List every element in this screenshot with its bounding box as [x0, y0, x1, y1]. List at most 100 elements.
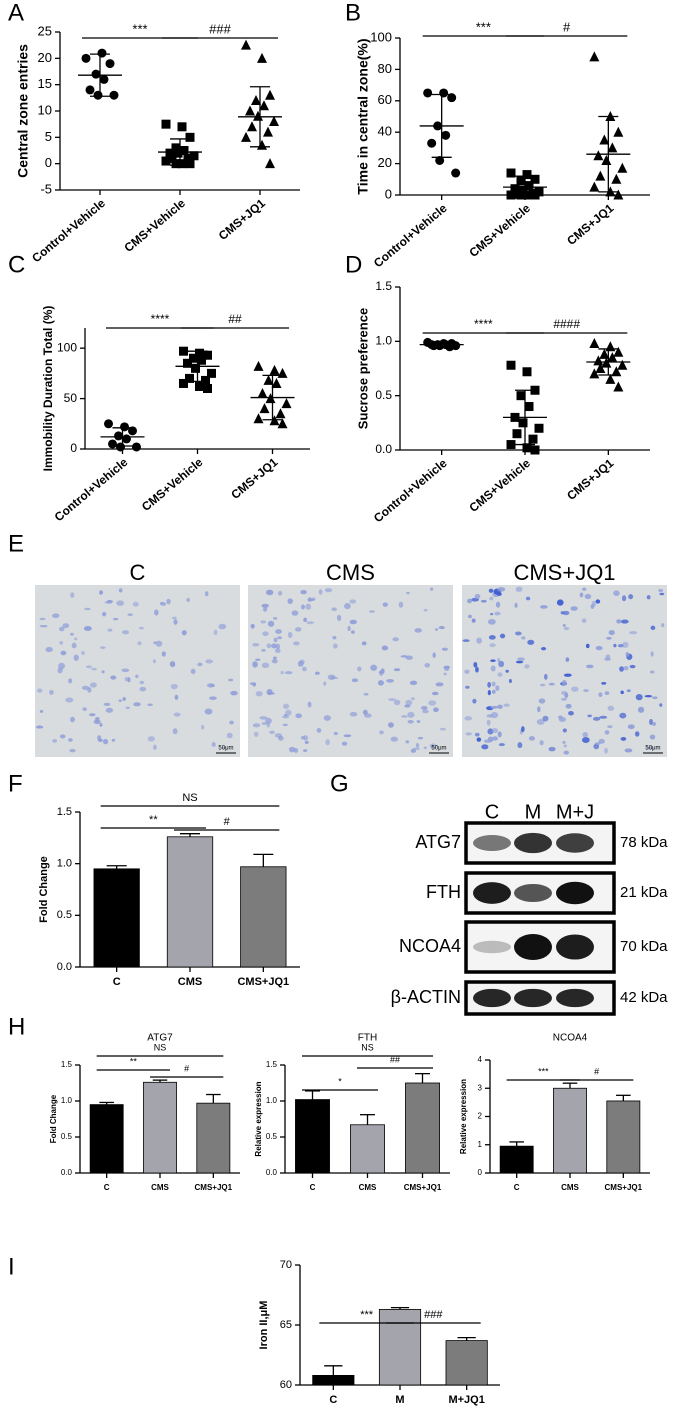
cell	[524, 664, 530, 669]
cell	[70, 716, 75, 723]
lane-label: C	[485, 801, 499, 823]
band	[514, 988, 552, 1008]
cell	[91, 667, 97, 671]
cell	[616, 619, 622, 624]
point	[599, 134, 610, 145]
cell	[619, 712, 627, 719]
cell	[515, 586, 523, 592]
y-tick-label: 60	[378, 92, 392, 107]
cell	[420, 705, 428, 710]
cell	[620, 619, 629, 624]
cell	[269, 730, 275, 734]
point	[607, 352, 618, 363]
significance-label: NS	[182, 792, 197, 804]
significance-label: NS	[154, 1042, 167, 1052]
cell	[386, 678, 394, 683]
cell	[153, 641, 158, 645]
cell	[439, 727, 447, 731]
point	[277, 367, 288, 378]
cell	[186, 597, 190, 603]
point	[605, 373, 616, 384]
cell	[491, 681, 496, 687]
cell	[476, 737, 482, 742]
cell	[132, 601, 139, 607]
cell	[490, 711, 499, 719]
cell	[650, 651, 654, 657]
cell	[488, 635, 496, 640]
cell	[435, 682, 444, 687]
x-tick-label: CMS+Vehicle	[466, 456, 533, 515]
cell	[39, 624, 48, 628]
significance-label: NS	[361, 1042, 374, 1052]
cell	[343, 734, 352, 738]
cell	[172, 728, 178, 735]
cell	[107, 628, 113, 632]
point	[120, 422, 129, 432]
point	[611, 173, 622, 184]
cell	[583, 689, 589, 692]
cell	[174, 694, 179, 700]
cell	[39, 617, 46, 621]
cell	[70, 632, 74, 636]
cell	[624, 748, 633, 753]
cell	[581, 618, 587, 623]
cell	[230, 690, 238, 696]
cell	[629, 631, 638, 635]
cell	[527, 639, 535, 645]
panel-label: C	[8, 251, 25, 278]
cell	[620, 737, 627, 741]
cell	[127, 677, 131, 683]
cell	[49, 689, 54, 695]
significance-label: ##	[390, 1054, 400, 1064]
cell	[623, 666, 629, 671]
y-tick-label: 0	[45, 155, 52, 170]
point	[265, 158, 275, 169]
cell	[351, 678, 359, 683]
point	[241, 131, 251, 142]
cell	[464, 669, 470, 674]
cell	[497, 704, 503, 709]
cell	[291, 610, 299, 616]
point	[441, 130, 451, 140]
cell	[659, 703, 663, 707]
cell	[349, 619, 357, 625]
cell	[205, 659, 214, 664]
point	[269, 364, 280, 375]
bar	[312, 1375, 355, 1386]
point	[595, 170, 606, 181]
y-axis-label: Central zone entries	[15, 44, 31, 178]
band	[473, 882, 511, 904]
cell	[305, 603, 312, 610]
cell	[379, 730, 384, 735]
point	[613, 189, 624, 200]
point	[173, 148, 183, 158]
cell	[85, 665, 92, 669]
y-tick-label: 0.0	[61, 1168, 73, 1177]
point	[613, 346, 624, 357]
y-tick-label: 0	[385, 186, 392, 201]
cell	[323, 681, 327, 686]
y-tick-label: 0.5	[375, 388, 392, 402]
cell	[487, 689, 491, 696]
cell	[637, 706, 645, 713]
point	[171, 143, 181, 153]
point	[81, 53, 91, 63]
cell	[60, 650, 67, 656]
point	[593, 355, 604, 366]
cell	[260, 620, 267, 624]
bar	[295, 1099, 330, 1174]
point	[185, 159, 195, 169]
x-tick-label: CMS+Vehicle	[466, 201, 533, 260]
point	[281, 398, 292, 409]
cell	[563, 673, 572, 677]
y-tick-label: 20	[378, 155, 392, 170]
point	[524, 181, 534, 191]
cell	[538, 698, 546, 704]
cell	[582, 731, 589, 738]
cell	[423, 608, 428, 612]
cell	[539, 740, 544, 746]
cell	[222, 746, 226, 750]
cell	[508, 678, 512, 684]
point	[435, 155, 445, 165]
point	[617, 162, 628, 173]
